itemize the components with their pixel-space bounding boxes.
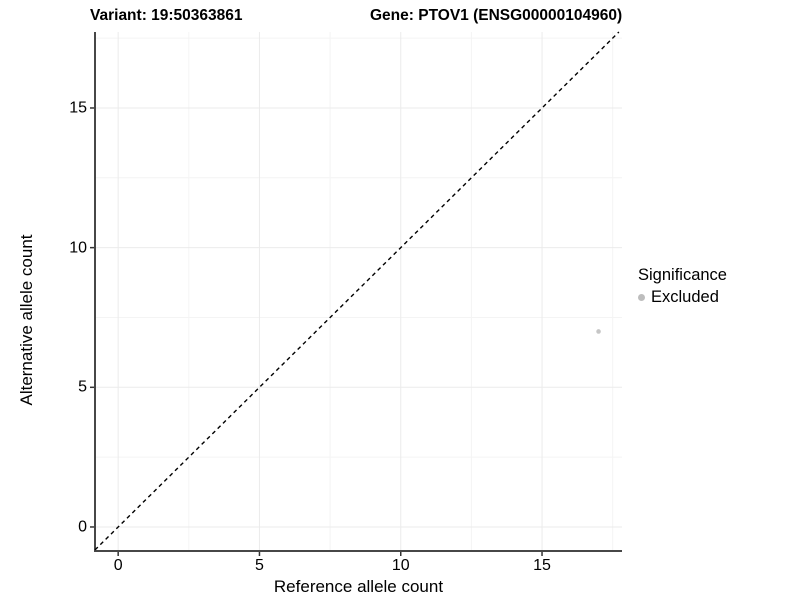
x-axis-label: Reference allele count: [273, 577, 444, 596]
y-tick-label: 0: [78, 518, 87, 536]
y-tick-label: 5: [78, 378, 87, 396]
legend-item-label: Excluded: [651, 288, 719, 306]
y-tick-label: 10: [69, 239, 87, 257]
y-axis-label: Alternative allele count: [17, 234, 36, 406]
x-tick-label: 0: [113, 557, 123, 574]
legend-point-icon: [638, 294, 645, 301]
x-tick-label: 10: [391, 557, 410, 574]
identity-line: [94, 31, 620, 551]
variant-title: Variant: 19:50363861: [90, 7, 243, 24]
x-tick-label: 5: [255, 557, 264, 574]
y-tick-label: 15: [69, 99, 87, 117]
x-tick-label: 15: [533, 557, 551, 574]
legend-item-excluded: Excluded: [638, 288, 727, 307]
data-point: [596, 329, 601, 334]
legend: Significance Excluded: [638, 266, 727, 307]
legend-title: Significance: [638, 266, 727, 284]
gene-title: Gene: PTOV1 (ENSG00000104960): [370, 7, 623, 24]
